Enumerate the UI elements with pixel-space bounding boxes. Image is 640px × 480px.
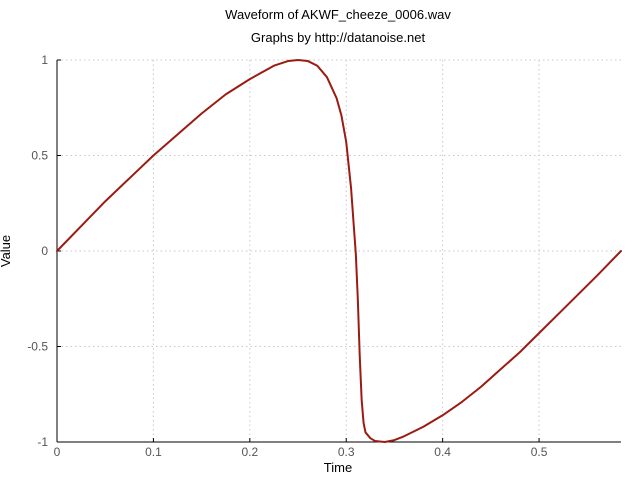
series-layer	[56, 59, 622, 443]
chart-title: Waveform of AKWF_cheeze_0006.wav	[225, 7, 451, 22]
x-tick-label-1: 0.1	[145, 445, 162, 459]
y-tick-label-0: -1	[37, 435, 48, 449]
x-tick-label-3: 0.3	[338, 445, 355, 459]
x-axis-title: Time	[324, 460, 352, 475]
y-tick-label-4: 1	[41, 53, 48, 67]
x-tick-label-5: 0.5	[531, 445, 548, 459]
y-tick-label-3: 0.5	[31, 149, 48, 163]
y-axis-title: Value	[0, 235, 13, 267]
y-tick-label-2: 0	[41, 244, 48, 258]
plot-frame	[56, 60, 621, 443]
y-tick-label-1: -0.5	[27, 340, 48, 354]
grid	[56, 59, 621, 443]
chart-subtitle: Graphs by http://datanoise.net	[251, 30, 426, 45]
x-tick-label-4: 0.4	[434, 445, 451, 459]
x-tick-label-0: 0	[54, 445, 61, 459]
waveform-series-line-0	[56, 59, 622, 443]
axis-ticks: 0 0.1 0.2 0.3 0.4 0.5 -1 -0.5 0 0.5 1	[27, 53, 547, 459]
x-tick-label-2: 0.2	[241, 445, 258, 459]
